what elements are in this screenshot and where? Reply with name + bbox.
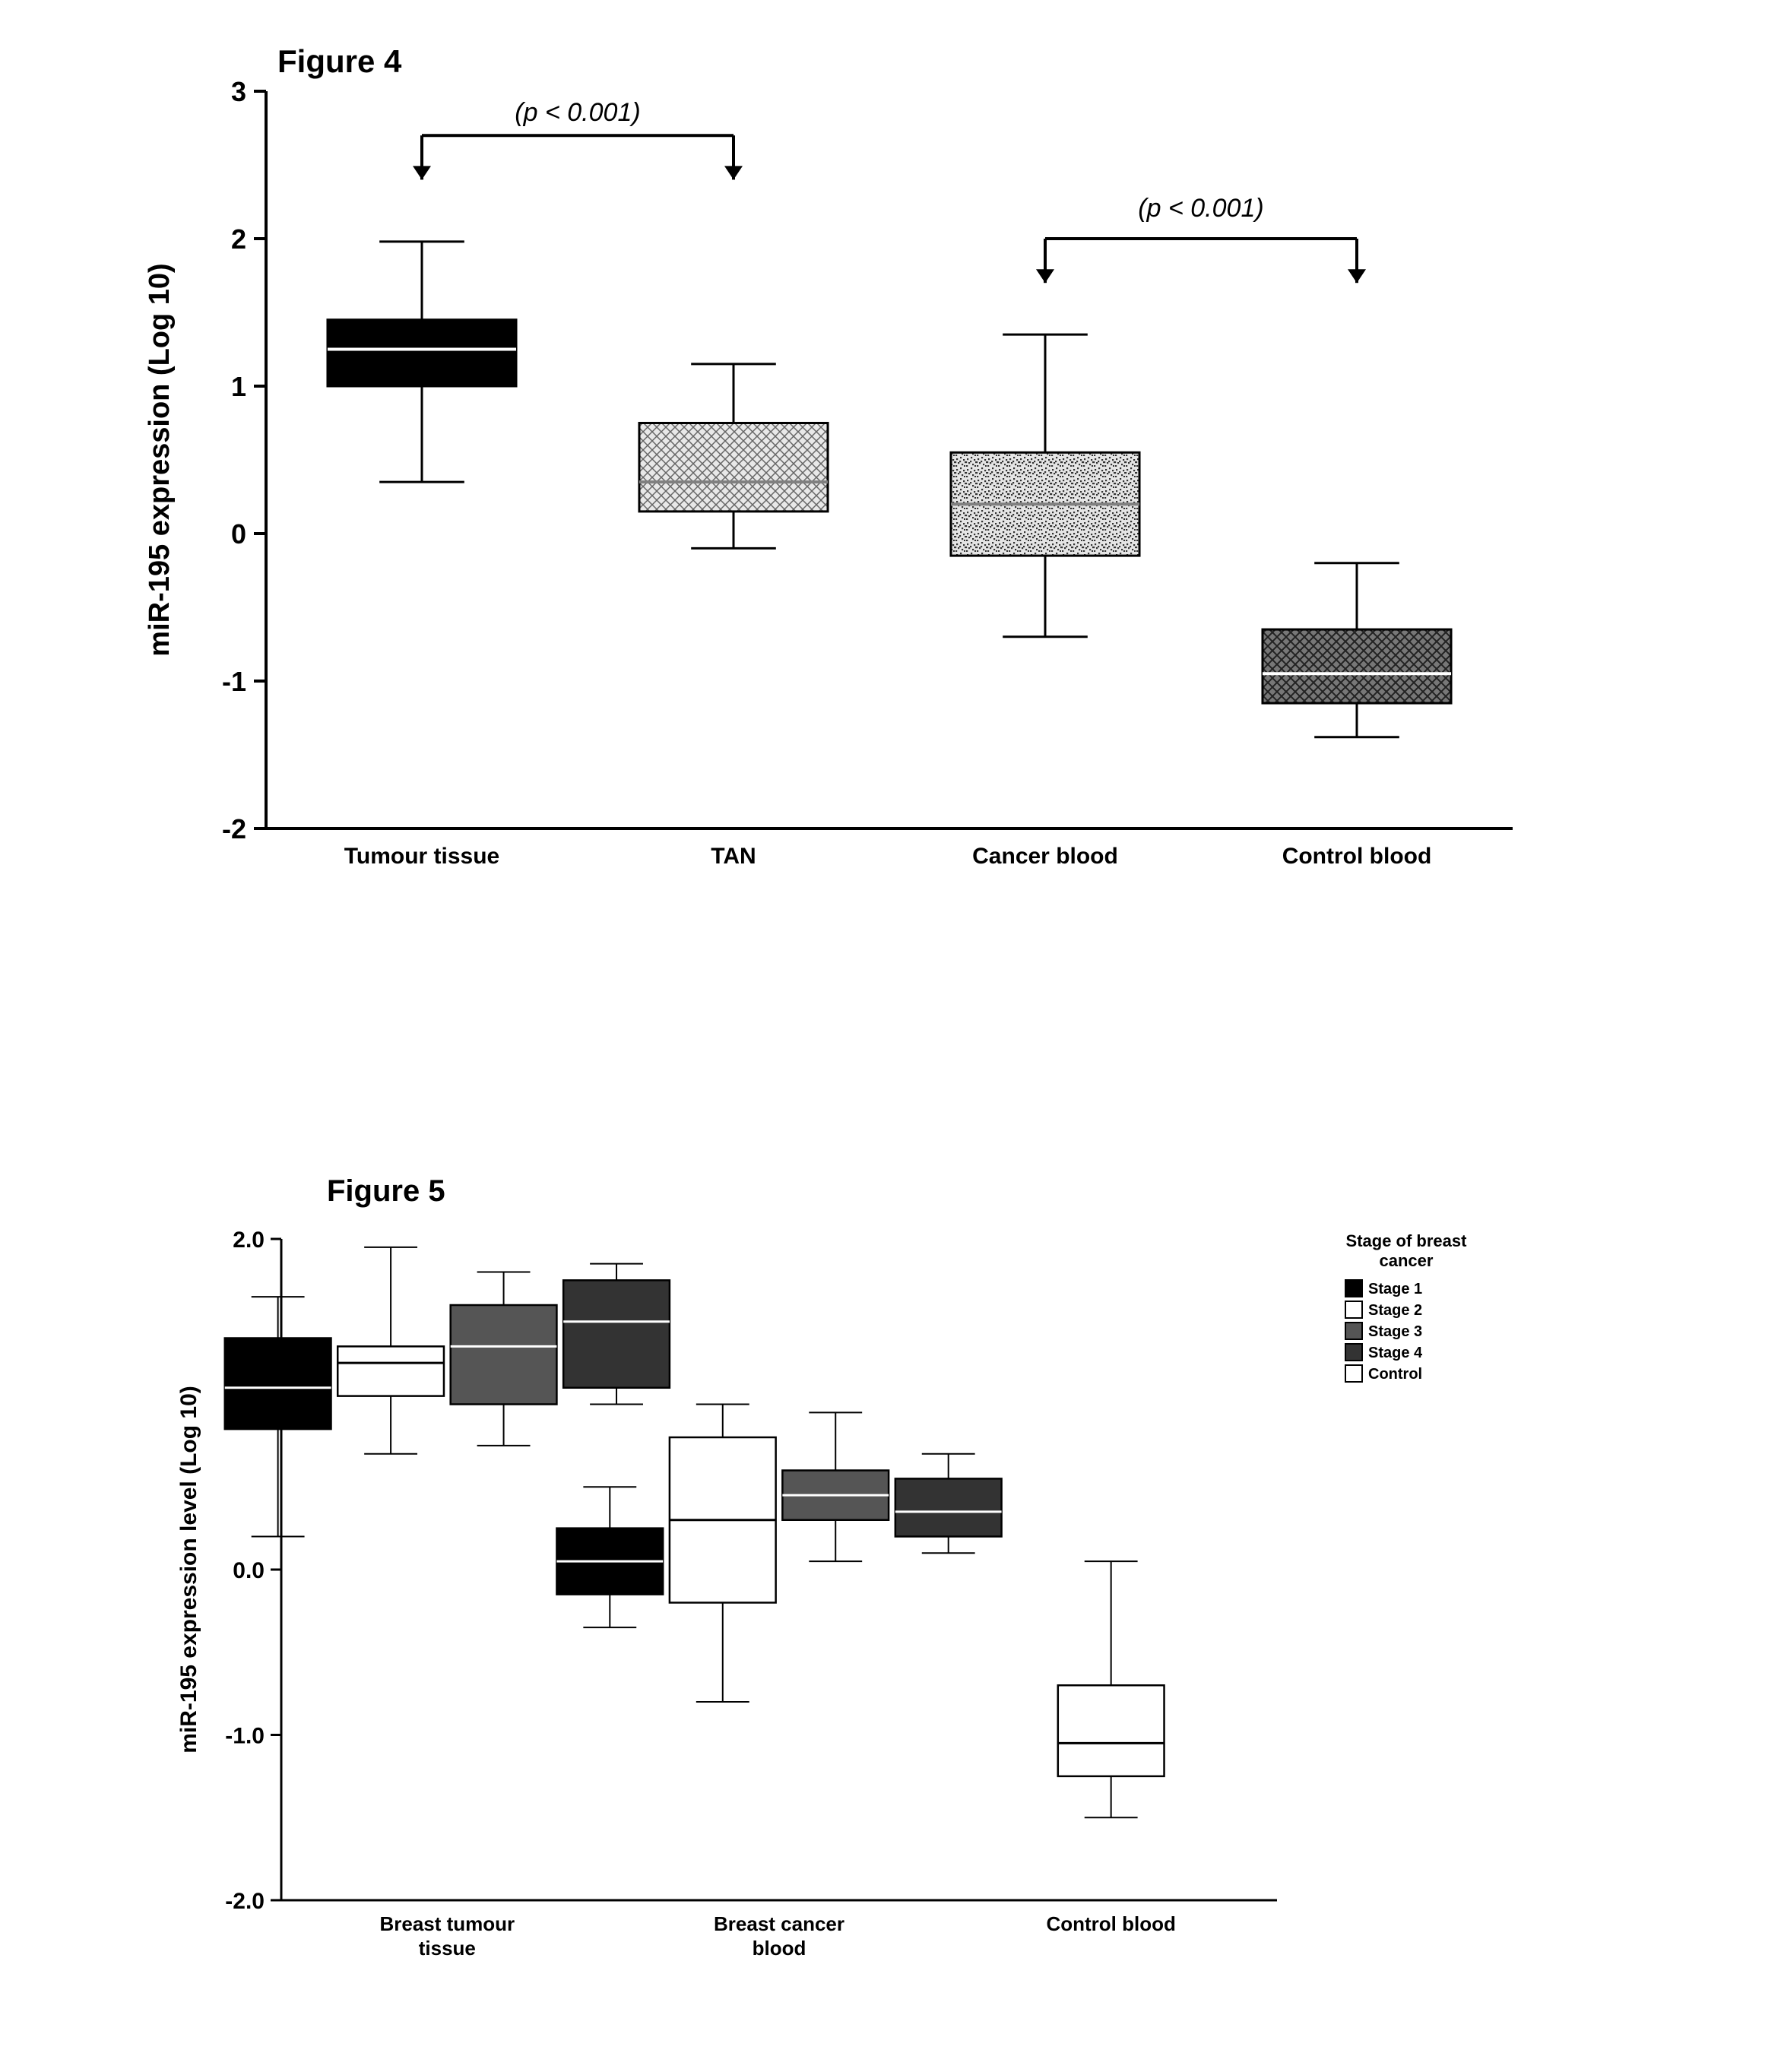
legend-title: cancer bbox=[1380, 1251, 1434, 1270]
x-category-label: TAN bbox=[711, 844, 756, 869]
y-tick-label: -2 bbox=[222, 813, 246, 844]
figure-5-svg: Figure 5-2.0-1.00.01.02.0miR-195 express… bbox=[152, 1155, 1596, 2007]
box-3 bbox=[1263, 629, 1451, 703]
y-tick-label: 2 bbox=[231, 223, 246, 255]
figure-4: Figure 4 -2 -1 0 1 2 3 miR-195 expression (Log … bbox=[114, 30, 1558, 927]
x-category-label: Cancer blood bbox=[972, 844, 1118, 869]
y-tick-label: -2.0 bbox=[225, 1889, 265, 1914]
y-tick-label: -1.0 bbox=[225, 1724, 265, 1749]
legend-swatch bbox=[1345, 1365, 1362, 1382]
arrowhead-icon bbox=[413, 166, 431, 179]
y-axis-label: miR-195 expression level (Log 10) bbox=[176, 1386, 201, 1754]
y-tick-label: 3 bbox=[231, 76, 246, 107]
legend-swatch bbox=[1345, 1323, 1362, 1339]
box-0-0 bbox=[225, 1339, 331, 1430]
x-group-label: tissue bbox=[419, 1937, 476, 1960]
arrowhead-icon bbox=[1348, 269, 1366, 283]
legend-item-label: Stage 4 bbox=[1368, 1345, 1423, 1361]
box-0 bbox=[328, 320, 516, 386]
box-1-3 bbox=[895, 1478, 1002, 1536]
y-tick-label: 1 bbox=[231, 371, 246, 402]
x-category-label: Control blood bbox=[1282, 844, 1432, 869]
y-tick-label: 0 bbox=[231, 518, 246, 550]
legend-swatch bbox=[1345, 1301, 1362, 1318]
figure-4-svg: Figure 4 -2 -1 0 1 2 3 miR-195 expression (Log … bbox=[114, 30, 1558, 927]
y-tick-label: 0.0 bbox=[233, 1558, 265, 1583]
figure-5: Figure 5-2.0-1.00.01.02.0miR-195 express… bbox=[152, 1155, 1596, 2007]
legend-item-label: Control bbox=[1368, 1366, 1422, 1383]
box-1 bbox=[639, 423, 828, 512]
arrowhead-icon bbox=[1036, 269, 1054, 283]
legend-item-label: Stage 1 bbox=[1368, 1281, 1422, 1297]
box-0-3 bbox=[563, 1280, 670, 1387]
box-0-2 bbox=[451, 1305, 557, 1405]
x-group-label: Breast cancer bbox=[714, 1912, 844, 1935]
p-value-annotation: (p < 0.001) bbox=[515, 98, 640, 127]
arrowhead-icon bbox=[724, 166, 743, 179]
x-category-label: Tumour tissue bbox=[344, 844, 499, 869]
box-2-0 bbox=[1058, 1685, 1165, 1776]
y-axis-label: miR-195 expression (Log 10) bbox=[144, 263, 176, 656]
x-group-label: blood bbox=[753, 1937, 806, 1960]
box-0-1 bbox=[337, 1346, 444, 1396]
legend-title: Stage of breast bbox=[1346, 1231, 1468, 1250]
figure-4-title: Figure 4 bbox=[277, 43, 402, 79]
p-value-annotation: (p < 0.001) bbox=[1138, 194, 1263, 223]
legend-swatch bbox=[1345, 1344, 1362, 1361]
legend-item-label: Stage 2 bbox=[1368, 1302, 1422, 1319]
x-group-label: Control blood bbox=[1046, 1912, 1175, 1935]
y-tick-label: -1 bbox=[222, 666, 246, 697]
y-tick-label: 2.0 bbox=[233, 1228, 265, 1253]
x-group-label: Breast tumour bbox=[379, 1912, 515, 1935]
legend-swatch bbox=[1345, 1280, 1362, 1297]
legend-item-label: Stage 3 bbox=[1368, 1323, 1422, 1340]
figure-5-title: Figure 5 bbox=[327, 1174, 445, 1208]
